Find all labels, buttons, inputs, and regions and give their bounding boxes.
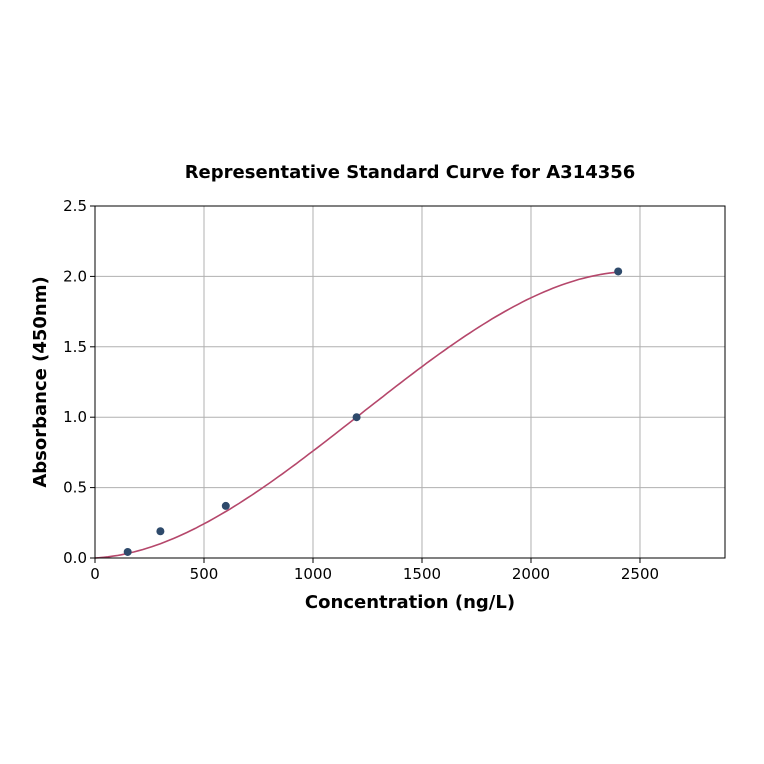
grid xyxy=(94,205,725,559)
data-point xyxy=(352,413,361,422)
y-tick-label: 2.0 xyxy=(63,267,87,285)
y-tick-label: 0.0 xyxy=(63,549,87,567)
x-tick-label: 500 xyxy=(190,565,219,583)
data-point xyxy=(221,501,230,510)
data-point xyxy=(614,267,623,276)
x-tick-label: 2000 xyxy=(512,565,550,583)
chart-title: Representative Standard Curve for A31435… xyxy=(185,162,636,183)
x-tick-label: 2500 xyxy=(621,565,659,583)
y-axis-label: Absorbance (450nm) xyxy=(30,276,51,487)
data-points xyxy=(123,267,623,556)
y-tick-label: 0.5 xyxy=(63,479,87,497)
data-point xyxy=(156,527,165,536)
plot-frame xyxy=(94,205,726,559)
ticks: 0 500 1000 1500 2000 2500 0.0 0.5 1.0 1.5 2.0 2.5 xyxy=(63,197,659,583)
y-tick-label: 2.5 xyxy=(63,197,87,215)
y-tick-label: 1.5 xyxy=(63,338,87,356)
x-tick-label: 0 xyxy=(90,565,100,583)
x-tick-label: 1500 xyxy=(403,565,441,583)
data-point xyxy=(123,547,132,556)
y-tick-label: 1.0 xyxy=(63,408,87,426)
x-axis-label: Concentration (ng/L) xyxy=(305,592,515,613)
x-tick-label: 1000 xyxy=(294,565,332,583)
